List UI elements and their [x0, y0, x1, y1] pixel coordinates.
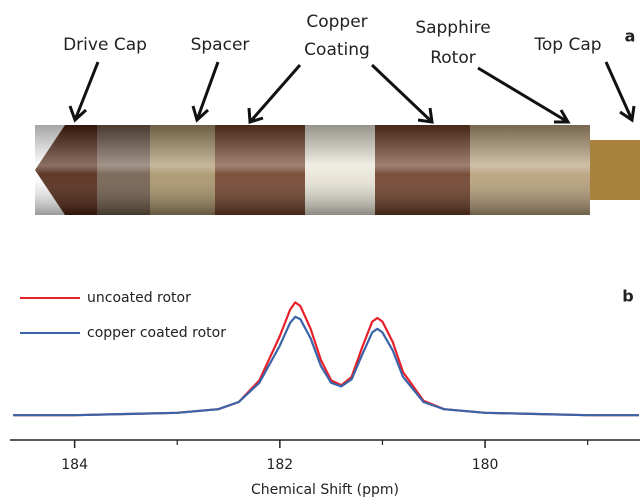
- arrows: [70, 62, 634, 122]
- panel-label: b: [622, 287, 633, 306]
- arrow: [70, 62, 98, 120]
- x-axis-label: Chemical Shift (ppm): [251, 482, 399, 498]
- series-line: [13, 302, 639, 415]
- rotor-photo: [35, 125, 640, 215]
- x-tick-label: 180: [472, 457, 499, 473]
- arrow: [372, 65, 432, 122]
- part-label: Sapphire: [415, 18, 490, 38]
- arrow: [606, 62, 634, 120]
- panel-label: a: [625, 27, 636, 46]
- shading: [35, 125, 590, 215]
- legend-label: copper coated rotor: [87, 325, 226, 341]
- arrow: [249, 65, 300, 122]
- x-tick-label: 182: [266, 457, 293, 473]
- legend-label: uncoated rotor: [87, 290, 191, 306]
- part-label: Spacer: [191, 35, 250, 55]
- part-label: Rotor: [430, 48, 476, 68]
- part-label: Coating: [304, 40, 370, 60]
- figure: a Drive Cap Spacer Copper Coating Sapphire Rot…: [0, 0, 640, 499]
- part-label: Top Cap: [533, 35, 601, 55]
- part-label: Drive Cap: [63, 35, 147, 55]
- arrow: [193, 62, 218, 120]
- arrow: [478, 68, 568, 122]
- top-cap: [585, 140, 640, 200]
- x-tick-label: 184: [61, 457, 88, 473]
- part-label: Copper: [306, 12, 367, 32]
